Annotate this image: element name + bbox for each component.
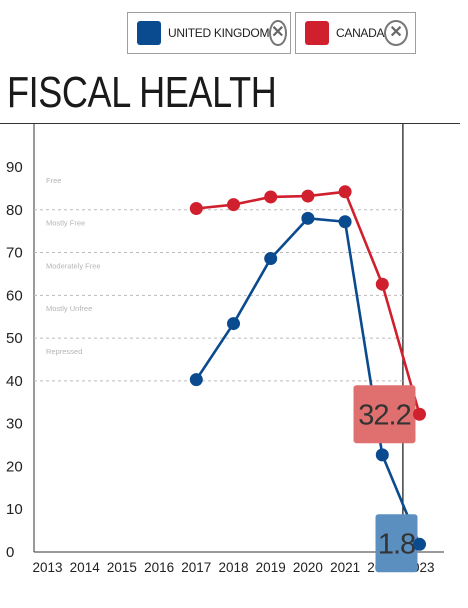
page-title: FISCAL HEALTH [7, 68, 277, 117]
data-point [375, 448, 389, 462]
band-label: Free [46, 176, 61, 185]
y-tick-label: 20 [6, 458, 23, 475]
series-line-united-kingdom [195, 217, 421, 545]
data-point [189, 373, 203, 387]
x-tick-label: 2019 [256, 560, 286, 575]
data-point [301, 189, 315, 203]
band-label: Mostly Free [46, 219, 85, 228]
close-icon[interactable]: ✕ [269, 20, 287, 46]
legend-label-canada: CANADA [336, 26, 385, 40]
y-tick-label: 60 [6, 287, 23, 304]
legend-chip-canada: CANADA ✕ [295, 12, 416, 54]
x-tick-label: 2013 [32, 560, 62, 575]
value-label-text: 1.8 [378, 528, 415, 560]
band-label: Mostly Unfree [46, 304, 92, 313]
data-point [413, 407, 426, 421]
data-point [227, 317, 240, 331]
y-tick-label: 10 [6, 501, 23, 518]
y-tick-label: 80 [6, 202, 23, 219]
value-label-box [375, 514, 418, 573]
y-tick-label: 40 [6, 373, 23, 390]
data-point [227, 198, 240, 212]
value-label-text: 32.2 [358, 399, 410, 431]
x-tick-label: 2018 [218, 560, 248, 575]
x-tick-label: 2017 [181, 560, 211, 575]
x-tick-label: 2014 [70, 560, 101, 575]
data-point [375, 277, 389, 291]
y-tick-label: 30 [6, 416, 23, 433]
title-divider [0, 123, 460, 124]
legend-chip-united-kingdom: UNITED KINGDOM ✕ [127, 12, 291, 54]
x-tick-label: 2020 [293, 560, 323, 575]
data-point [264, 252, 278, 266]
data-point [301, 211, 315, 225]
x-tick-label: 2015 [107, 560, 137, 575]
data-point [338, 215, 352, 229]
y-tick-label: 0 [6, 544, 14, 561]
canada-color-swatch [305, 21, 329, 45]
value-label-box [353, 385, 416, 444]
data-point [338, 185, 352, 199]
y-tick-label: 50 [6, 330, 23, 347]
y-tick-label: 70 [6, 245, 23, 262]
series-line-canada [196, 190, 421, 415]
band-label: Moderately Free [46, 261, 101, 270]
data-point [264, 190, 278, 204]
x-tick-label: 2021 [330, 560, 360, 575]
x-tick-label: 2016 [144, 560, 174, 575]
y-tick-label: 90 [6, 159, 23, 176]
band-label: Repressed [46, 347, 82, 356]
uk-color-swatch [137, 21, 161, 45]
data-point [189, 201, 203, 215]
close-icon[interactable]: ✕ [384, 20, 408, 46]
legend-label-uk: UNITED KINGDOM [168, 26, 270, 40]
data-point [413, 537, 426, 551]
